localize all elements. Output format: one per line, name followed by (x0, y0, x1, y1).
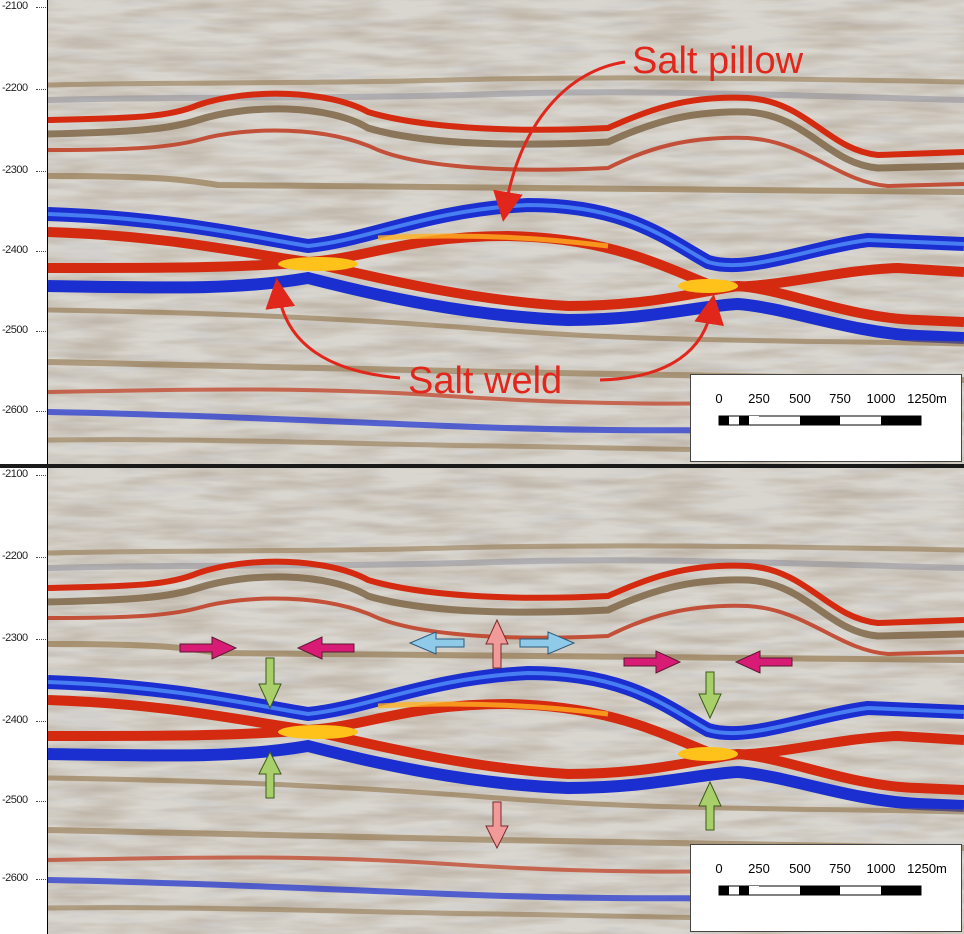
scale-bar-graphic (718, 885, 922, 896)
scale-bar-top: 0 250 500 750 1000 1250m (690, 374, 962, 462)
seismic-panel-bottom: -2100 -2200 -2300 -2400 -2500 -2600 (0, 468, 964, 934)
axis-tick: -2100 (2, 0, 46, 12)
axis-tick: -2300 (2, 164, 46, 176)
scale-label: 0 (715, 391, 723, 406)
scale-label: 500 (789, 861, 811, 876)
axis-tick: -2300 (2, 632, 46, 644)
seismic-section-bottom (48, 468, 964, 934)
axis-tick: -2500 (2, 794, 46, 806)
axis-tick: -2600 (2, 404, 46, 416)
axis-tick: -2400 (2, 714, 46, 726)
axis-tick: -2400 (2, 244, 46, 256)
scale-label: 1000 (866, 861, 896, 876)
scale-label: 500 (789, 391, 811, 406)
scale-label: 750 (829, 391, 851, 406)
scale-label: 1250m (907, 861, 947, 876)
axis-tick: -2200 (2, 550, 46, 562)
depth-axis-bottom: -2100 -2200 -2300 -2400 -2500 -2600 (0, 468, 48, 934)
axis-tick: -2600 (2, 872, 46, 884)
scale-label: 0 (715, 861, 723, 876)
scale-bar-graphic (718, 415, 922, 426)
scale-label: 250 (748, 861, 770, 876)
scale-label: 1250m (907, 391, 947, 406)
depth-axis-top: -2100 -2200 -2300 -2400 -2500 -2600 (0, 0, 48, 464)
salt-weld-label: Salt weld (408, 360, 563, 402)
scale-label: 1000 (866, 391, 896, 406)
axis-tick: -2500 (2, 324, 46, 336)
axis-tick: -2100 (2, 468, 46, 480)
scale-bar-bottom: 0 250 500 750 1000 1250m (690, 844, 962, 932)
axis-tick: -2200 (2, 82, 46, 94)
salt-pillow-label: Salt pillow (632, 40, 804, 82)
scale-label: 750 (829, 861, 851, 876)
scale-label: 250 (748, 391, 770, 406)
seismic-panel-top: -2100 -2200 -2300 -2400 -2500 -2600 (0, 0, 964, 464)
